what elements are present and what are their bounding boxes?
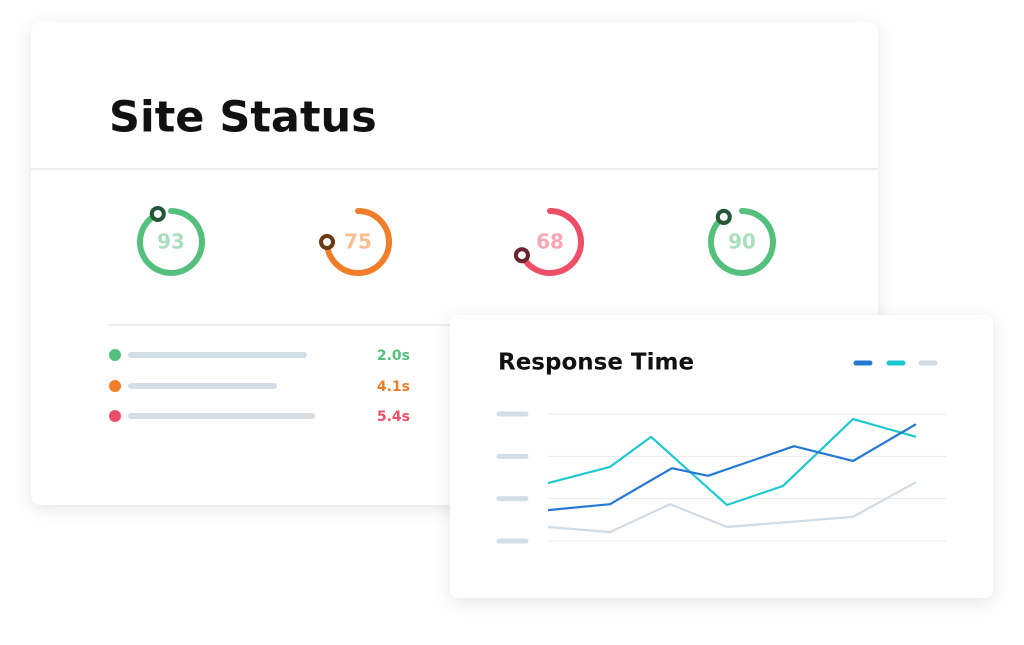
metric-value: 4.1s (377, 379, 410, 395)
gauge-knob-shade (319, 234, 335, 250)
metric-dot (109, 410, 121, 422)
series-line (547, 481, 917, 534)
gauges: 93 75 68 90 (137, 205, 776, 276)
gauge-knob-shade (715, 208, 732, 225)
gauge-arc (708, 208, 776, 276)
gauge-value: 68 (536, 230, 564, 254)
gauge-value: 75 (344, 230, 372, 254)
gauge-value: 93 (157, 230, 185, 254)
gauge-arc (518, 208, 584, 276)
series-line (547, 417, 917, 507)
gauge-knob-shade (513, 247, 530, 264)
metrics: 2.0s 4.1s 5.4s (109, 348, 410, 425)
metric-dot (109, 380, 121, 392)
gauge-knob-shade (149, 205, 166, 222)
chart-title: Response Time (498, 350, 694, 376)
gauge-arc (324, 208, 392, 276)
gauge-arc (137, 208, 205, 276)
gauge-value: 90 (728, 230, 756, 254)
chart (496, 360, 946, 544)
metric-value: 2.0s (377, 348, 410, 364)
metric-value: 5.4s (377, 409, 410, 425)
series-line (547, 423, 917, 512)
card-title: Site Status (109, 93, 377, 143)
metric-dot (109, 349, 121, 361)
